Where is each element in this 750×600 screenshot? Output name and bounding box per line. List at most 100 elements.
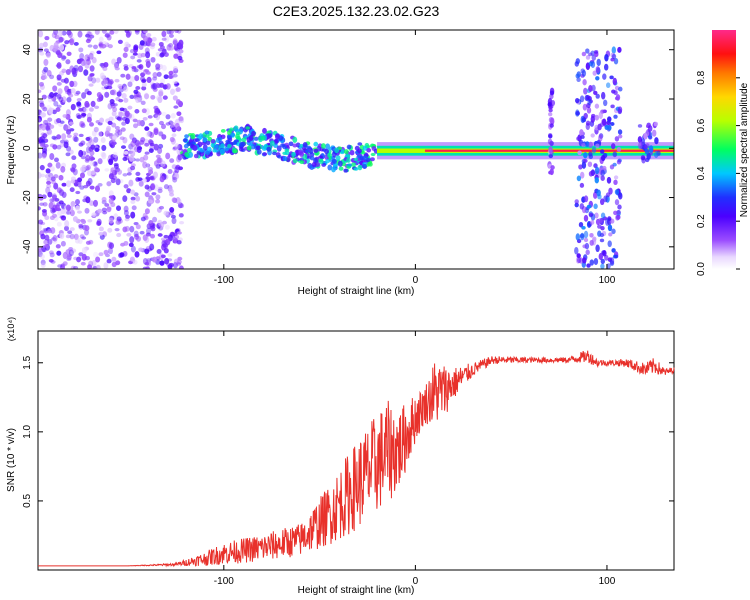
spectrogram-cell bbox=[590, 133, 595, 138]
spectrogram-cell bbox=[165, 122, 171, 126]
spectrogram-cell bbox=[137, 177, 143, 182]
spectrogram-cell bbox=[43, 48, 49, 53]
spectrogram-cell bbox=[88, 52, 94, 60]
spectrogram-cell bbox=[166, 262, 172, 267]
spectrogram-cell bbox=[98, 226, 104, 232]
spectrogram-cell bbox=[84, 88, 90, 95]
snr-frame bbox=[37, 330, 675, 571]
spectrogram-cell bbox=[175, 99, 181, 105]
spectrogram-cell bbox=[64, 220, 70, 228]
spectrogram-cell bbox=[47, 191, 53, 198]
spectrogram-cell bbox=[617, 106, 623, 113]
chart-title: C2E3.2025.132.23.02.G23 bbox=[273, 3, 440, 19]
spectrogram-cell bbox=[235, 131, 241, 136]
spectrogram-cell bbox=[600, 175, 605, 181]
spectrogram-cell bbox=[136, 119, 142, 127]
spectrogram-cell bbox=[48, 107, 54, 115]
spectrogram-cell bbox=[151, 78, 157, 82]
spectrogram-cell bbox=[62, 261, 68, 266]
spectrogram-cell bbox=[95, 256, 101, 263]
spectrogram-cell bbox=[121, 145, 126, 149]
spectrogram-cell bbox=[253, 136, 259, 141]
spectrogram-cell bbox=[595, 76, 600, 81]
spectrogram-cell bbox=[616, 209, 621, 215]
spectrogram-cell bbox=[75, 198, 80, 205]
spectrogram-cell bbox=[169, 124, 175, 130]
spectrogram-cell bbox=[171, 217, 177, 225]
spectrogram-cell bbox=[80, 172, 85, 179]
spectrogram-cell bbox=[582, 257, 587, 264]
spectrogram-cell bbox=[147, 199, 153, 204]
spectrogram-cell bbox=[153, 143, 159, 151]
spectrogram-cell bbox=[178, 265, 184, 269]
spectrogram-cell bbox=[176, 198, 182, 205]
spectrogram-cell bbox=[39, 102, 45, 108]
spectrogram-cell bbox=[168, 43, 174, 48]
spectrogram-cell bbox=[174, 172, 180, 180]
spectrogram-cell bbox=[108, 217, 114, 224]
spectrogram-cell bbox=[325, 159, 330, 164]
spectrogram-cell bbox=[607, 240, 612, 248]
spectrogram-cell bbox=[586, 106, 592, 114]
snr-x-axis: -100 0 100 bbox=[214, 331, 616, 587]
spectrogram-cell bbox=[100, 62, 106, 69]
spectrogram-cell bbox=[607, 224, 613, 232]
spectrogram-cell bbox=[66, 134, 72, 138]
spectrogram-cell bbox=[583, 230, 589, 239]
spectrogram-cell bbox=[144, 163, 150, 168]
spectrogram-cell bbox=[136, 146, 142, 153]
spectrogram-cell bbox=[599, 233, 605, 238]
spectrogram-cell bbox=[581, 51, 587, 57]
spectrogram-cell bbox=[654, 137, 659, 145]
spectrogram-cell bbox=[327, 164, 333, 171]
spectrogram-cell bbox=[88, 83, 94, 87]
spectrogram-cell bbox=[94, 30, 100, 35]
spectrogram-cell bbox=[172, 261, 178, 269]
spectrogram-cell bbox=[68, 249, 74, 257]
spectrogram-cell bbox=[205, 150, 211, 155]
spectrogram-cell bbox=[56, 62, 62, 69]
spectrogram-cell bbox=[127, 105, 133, 110]
spectrogram-cell bbox=[107, 102, 113, 110]
spectrogram-cell bbox=[343, 168, 349, 173]
spectrogram-cell bbox=[144, 69, 150, 73]
spectrogram-cell bbox=[168, 188, 174, 195]
spectrogram-cell bbox=[618, 86, 623, 92]
spectrogram-cell bbox=[90, 100, 96, 107]
spectrogram-cell bbox=[56, 187, 62, 194]
spectrogram-cell bbox=[130, 199, 136, 205]
spectrogram-cell bbox=[136, 142, 141, 147]
spectrogram-cell bbox=[152, 76, 158, 81]
spectrogram-cell bbox=[612, 77, 617, 86]
spectrogram-cell bbox=[163, 184, 169, 190]
spectrogram-cell bbox=[168, 262, 174, 268]
spectrogram-cell bbox=[80, 59, 86, 67]
spectrogram-cell bbox=[349, 150, 355, 156]
spectrogram-cell bbox=[174, 30, 180, 33]
spectrogram-cell bbox=[581, 143, 586, 148]
spectrogram-cell bbox=[172, 80, 178, 85]
spectrogram-cell bbox=[585, 122, 590, 131]
spectrogram-cell bbox=[117, 39, 123, 45]
spectrogram-cell bbox=[618, 192, 623, 200]
spectrogram-cell bbox=[146, 259, 152, 267]
spectrogram-cell bbox=[596, 189, 601, 197]
spectrogram-cell bbox=[111, 256, 117, 262]
spectrogram-cell bbox=[123, 150, 129, 155]
spectrogram-cell bbox=[108, 195, 114, 199]
spectrogram-cell bbox=[143, 35, 148, 42]
spectrogram-cell bbox=[149, 243, 155, 251]
spectrogram-cell bbox=[80, 140, 86, 146]
spectrogram-cell bbox=[580, 171, 585, 179]
spectrogram-cell bbox=[48, 172, 54, 178]
spectrogram-cell bbox=[602, 73, 607, 80]
spectrogram-cell bbox=[115, 129, 121, 133]
spectrogram-cell bbox=[594, 212, 599, 219]
spectrogram-cell bbox=[78, 223, 84, 228]
spectrogram-cell bbox=[139, 40, 145, 46]
spectrogram-cell bbox=[61, 133, 67, 141]
spectrogram-cell bbox=[96, 218, 102, 226]
spectrogram-cell bbox=[107, 120, 113, 126]
spectrogram-cell bbox=[146, 76, 152, 84]
spectrogram-cell bbox=[49, 252, 55, 258]
